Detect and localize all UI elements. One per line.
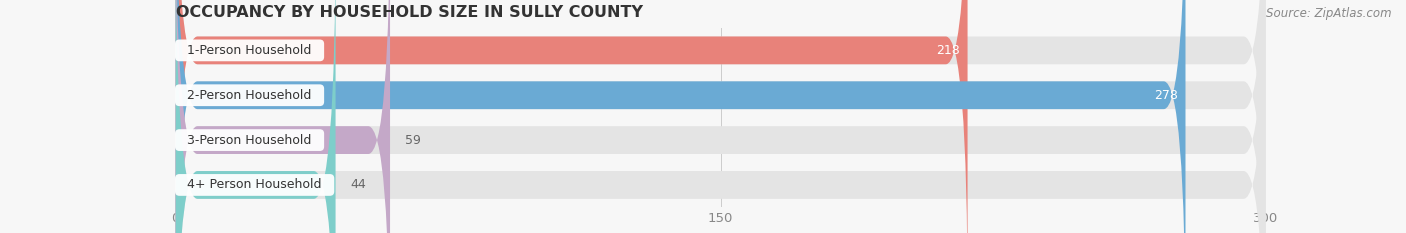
Text: 4+ Person Household: 4+ Person Household <box>180 178 330 192</box>
FancyBboxPatch shape <box>176 0 389 233</box>
Text: Source: ZipAtlas.com: Source: ZipAtlas.com <box>1267 7 1392 20</box>
Text: 2-Person Household: 2-Person Household <box>180 89 319 102</box>
Text: 59: 59 <box>405 134 420 147</box>
Text: 3-Person Household: 3-Person Household <box>180 134 319 147</box>
Text: 218: 218 <box>936 44 960 57</box>
FancyBboxPatch shape <box>176 0 1185 233</box>
Text: OCCUPANCY BY HOUSEHOLD SIZE IN SULLY COUNTY: OCCUPANCY BY HOUSEHOLD SIZE IN SULLY COU… <box>176 5 643 20</box>
Text: 1-Person Household: 1-Person Household <box>180 44 319 57</box>
FancyBboxPatch shape <box>176 0 1265 233</box>
FancyBboxPatch shape <box>176 0 967 233</box>
Text: 44: 44 <box>350 178 366 192</box>
FancyBboxPatch shape <box>176 0 336 233</box>
FancyBboxPatch shape <box>176 0 1265 233</box>
Text: 278: 278 <box>1154 89 1178 102</box>
FancyBboxPatch shape <box>176 0 1265 233</box>
FancyBboxPatch shape <box>176 0 1265 233</box>
